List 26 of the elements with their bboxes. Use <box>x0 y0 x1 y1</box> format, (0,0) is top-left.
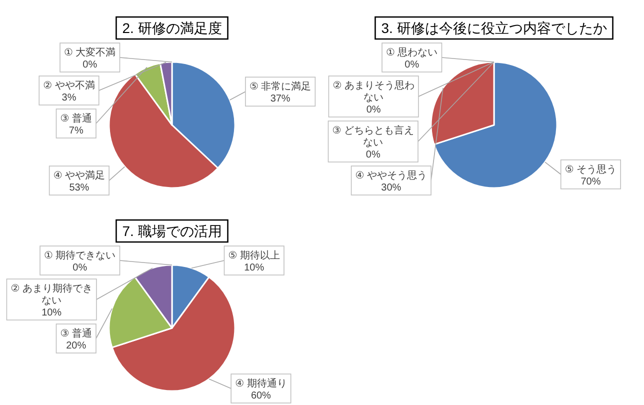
data-label: 10% <box>244 262 264 274</box>
data-label: 10% <box>42 308 62 318</box>
slice-label: ③ 普通 <box>60 328 92 340</box>
slice-label: ⑤ 期待以上 <box>228 250 280 262</box>
data-label: 60% <box>250 390 272 402</box>
chart-title: 2. 研修の満足度 <box>122 20 222 36</box>
chart-title: 7. 職場での活用 <box>122 223 222 239</box>
data-label: 30% <box>381 182 402 194</box>
slice-label: ② やや不満 <box>43 80 95 92</box>
data-label: 20% <box>66 340 86 352</box>
slice-label: ③ 普通 <box>60 112 92 124</box>
data-label: 37% <box>270 94 290 105</box>
title: 3. 研修は今後に役立つ内容でしたか <box>374 16 614 40</box>
slice-label: ⑤ 非常に満足 <box>249 80 312 93</box>
slice-label: ② あまり期待できない <box>10 282 92 306</box>
slice-label: ⑤ そう思う <box>564 164 617 176</box>
title: 7. 職場での活用 <box>116 219 228 243</box>
data-label: 70% <box>580 176 601 188</box>
slice-label: ④ やや満足 <box>53 170 106 182</box>
data-label: 53% <box>69 182 90 194</box>
title: 2. 研修の満足度 <box>116 16 228 40</box>
slice-label: ④ ややそう思う <box>355 170 428 182</box>
slice-label: ④ 期待通り <box>235 378 287 390</box>
data-label: 3% <box>62 92 76 104</box>
chart-title: 3. 研修は今後に役立つ内容でしたか <box>381 20 607 36</box>
data-label: 7% <box>68 126 84 136</box>
